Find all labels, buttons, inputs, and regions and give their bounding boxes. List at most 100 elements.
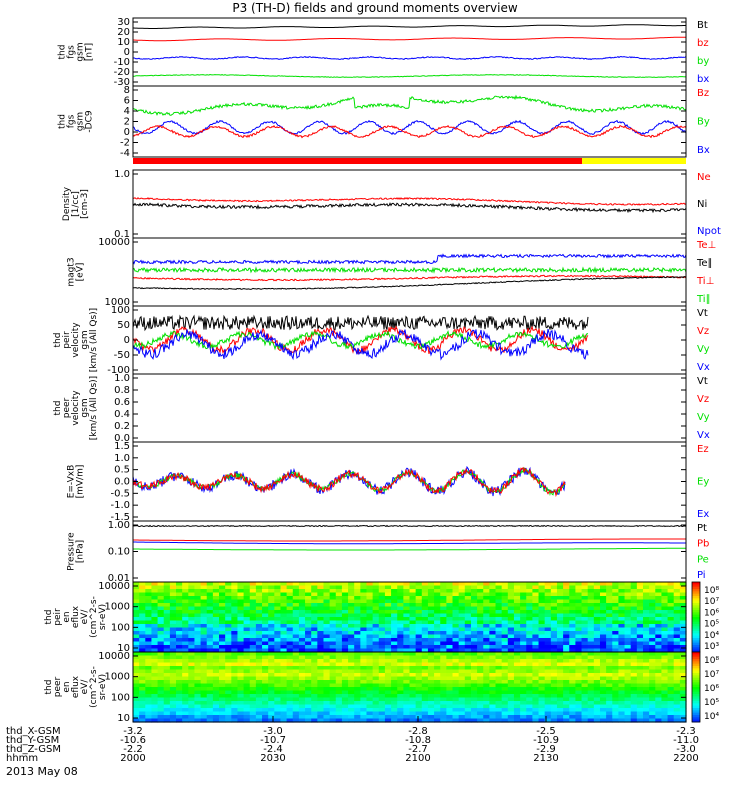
spectrogram-cell xyxy=(206,617,214,622)
spectrogram-cell xyxy=(182,641,189,646)
spectrogram-cell xyxy=(630,648,638,653)
y-tick-label: 4 xyxy=(124,106,130,117)
spectrogram-cell xyxy=(624,669,632,674)
spectrogram-cell xyxy=(477,606,484,611)
spectrogram-cell xyxy=(219,662,226,667)
spectrogram-cell xyxy=(434,634,441,639)
spectrogram-cell xyxy=(470,669,478,674)
spectrogram-cell xyxy=(231,631,239,636)
spectrogram-cell xyxy=(532,652,540,657)
spectrogram-cell xyxy=(237,676,245,681)
spectrogram-cell xyxy=(348,662,355,667)
spectrogram-cell xyxy=(391,585,398,590)
spectrogram-cell xyxy=(624,697,632,702)
spectrogram-cell xyxy=(145,620,153,625)
spectrogram-cell xyxy=(679,589,687,594)
spectrogram-cell xyxy=(255,704,263,709)
spectrogram-cell xyxy=(649,648,656,653)
y-axis-label-line: -DC9 xyxy=(85,110,95,132)
spectrogram-cell xyxy=(593,652,601,657)
spectrogram-cell xyxy=(470,659,478,664)
spectrogram-cell xyxy=(624,617,632,622)
spectrogram-cell xyxy=(317,655,325,660)
spectrogram-cell xyxy=(679,606,687,611)
spectrogram-cell xyxy=(378,655,386,660)
spectrogram-cell xyxy=(262,613,269,618)
x-axis-row-label: thd_Y-GSM xyxy=(6,735,59,746)
spectrogram-cell xyxy=(280,641,288,646)
spectrogram-cell xyxy=(384,666,392,671)
spectrogram-cell xyxy=(655,718,663,723)
spectrogram-cell xyxy=(169,687,177,692)
spectrogram-cell xyxy=(335,715,343,720)
spectrogram-cell xyxy=(403,701,411,706)
spectrogram-cell xyxy=(200,617,208,622)
spectrogram-cell xyxy=(317,711,325,716)
spectrogram-cell xyxy=(477,585,484,590)
spectrogram-cell xyxy=(268,676,275,681)
spectrogram-cell xyxy=(421,715,429,720)
spectrogram-cell xyxy=(409,589,417,594)
spectrogram-cell xyxy=(495,627,503,632)
spectrogram-cell xyxy=(176,613,183,618)
spectrogram-cell xyxy=(470,634,478,639)
spectrogram-cell xyxy=(292,687,300,692)
spectrogram-cell xyxy=(212,701,220,706)
spectrogram-cell xyxy=(163,697,171,702)
spectrogram-cell xyxy=(348,715,355,720)
spectrogram-cell xyxy=(305,676,312,681)
spectrogram-cell xyxy=(360,694,368,699)
colorbar-step xyxy=(692,712,700,716)
spectrogram-cell xyxy=(157,596,165,601)
spectrogram-cell xyxy=(169,680,177,685)
y-axis-label-line: [mV/m] xyxy=(76,465,86,499)
spectrogram-cell xyxy=(513,648,521,653)
colorbar-step xyxy=(692,638,700,641)
y-tick-label: 1.0 xyxy=(114,169,130,180)
spectrogram-cell xyxy=(618,701,626,706)
spectrogram-cell xyxy=(237,585,245,590)
spectrogram-cell xyxy=(403,704,411,709)
spectrogram-cell xyxy=(575,631,583,636)
spectrogram-cell xyxy=(446,715,454,720)
spectrogram-cell xyxy=(255,676,263,681)
spectrogram-cell xyxy=(642,701,650,706)
spectrogram-cell xyxy=(458,683,466,688)
spectrogram-cell xyxy=(378,606,386,611)
spectrogram-cell xyxy=(243,585,251,590)
spectrogram-cell xyxy=(212,708,220,713)
spectrogram-cell xyxy=(569,701,576,706)
spectrogram-cell xyxy=(372,610,380,615)
spectrogram-cell xyxy=(618,704,626,709)
spectrogram-cell xyxy=(249,603,257,608)
spectrogram-cell xyxy=(145,599,153,604)
spectrogram-cell xyxy=(298,697,306,702)
spectrogram-cell xyxy=(618,638,626,643)
spectrogram-cell xyxy=(286,634,294,639)
spectrogram-cell xyxy=(354,718,361,723)
spectrogram-cell xyxy=(532,673,540,678)
spectrogram-cell xyxy=(311,596,318,601)
spectrogram-cell xyxy=(298,659,306,664)
spectrogram-cell xyxy=(378,659,386,664)
spectrogram-cell xyxy=(194,645,202,650)
spectrogram-cell xyxy=(354,592,361,597)
spectrogram-cell xyxy=(329,648,337,653)
spectrogram-cell xyxy=(612,701,620,706)
spectrogram-cell xyxy=(440,596,447,601)
x-tick-label: -2.8 xyxy=(408,726,428,737)
spectrogram-cell xyxy=(464,589,472,594)
spectrogram-cell xyxy=(679,711,687,716)
spectrogram-cell xyxy=(397,620,404,625)
spectrogram-cell xyxy=(550,648,558,653)
spectrogram-cell xyxy=(348,603,355,608)
spectrogram-cell xyxy=(255,652,263,657)
spectrogram-cell xyxy=(384,596,392,601)
spectrogram-cell xyxy=(212,711,220,716)
spectrogram-cell xyxy=(520,624,527,629)
spectrogram-cell xyxy=(489,638,497,643)
spectrogram-cell xyxy=(563,673,570,678)
spectrogram-cell xyxy=(292,645,300,650)
spectrogram-cell xyxy=(544,718,552,723)
spectrogram-cell xyxy=(243,606,251,611)
